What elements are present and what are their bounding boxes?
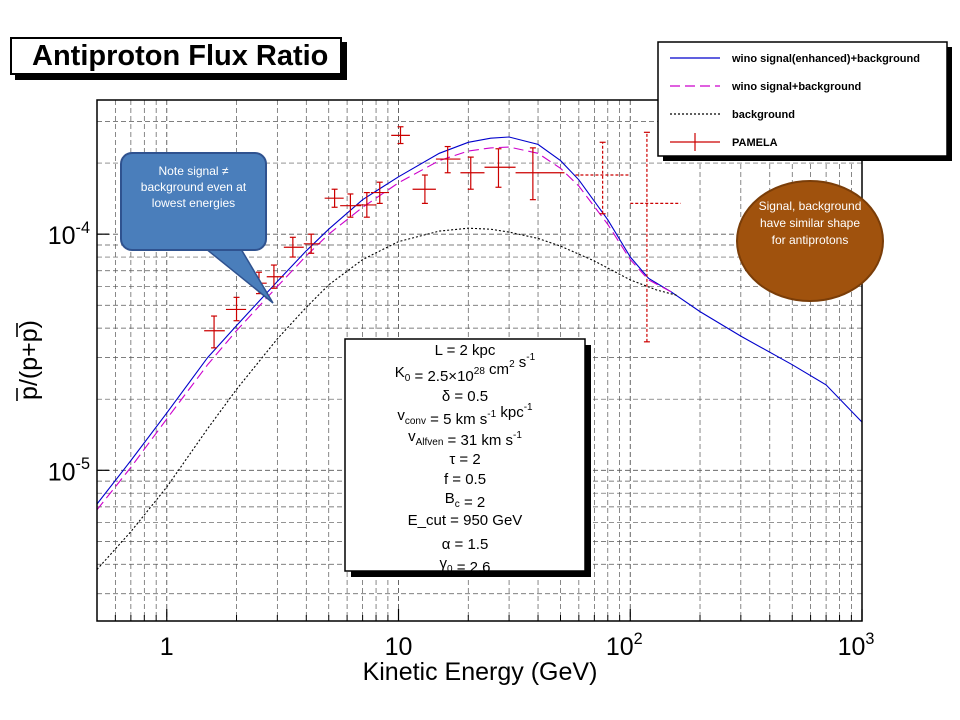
- y-axis-label: p/(p+p): [15, 320, 43, 400]
- legend-item: wino signal+background: [670, 81, 861, 93]
- series-line-signal-enhanced: [96, 136, 863, 505]
- note-callout-text: Note signal ≠ background even at lowest …: [140, 164, 247, 210]
- shape-callout-text: Signal, background have similar shape fo…: [758, 199, 862, 247]
- legend-frame: [657, 41, 948, 157]
- legend-label: wino signal+background: [731, 81, 861, 93]
- pamela-point: [283, 236, 304, 258]
- pamela-point: [303, 233, 321, 254]
- legend-label: background: [732, 109, 795, 121]
- shape-callout: Signal, background have similar shape fo…: [736, 180, 884, 302]
- pamela-point: [356, 191, 377, 218]
- pamela-point: [575, 141, 631, 215]
- x-axis-label: Kinetic Energy (GeV): [363, 658, 598, 686]
- pamela-point: [370, 181, 390, 204]
- title-box: Antiproton Flux Ratio: [10, 37, 342, 75]
- chart-curves: [96, 136, 863, 570]
- parameter-box-frame: [344, 338, 586, 572]
- parameter-line: L = 2 kpc: [435, 342, 496, 359]
- pamela-point: [435, 145, 461, 174]
- pamela-point: [412, 174, 436, 204]
- pamela-point: [460, 156, 485, 190]
- parameter-line: τ = 2: [449, 451, 480, 468]
- y-tick-label: 10-4: [48, 219, 90, 250]
- note-callout: Note signal ≠ background even at lowest …: [120, 152, 267, 251]
- pamela-point: [515, 147, 565, 201]
- y-tick-label: 10-5: [48, 455, 90, 486]
- axis-ticks: 1 10 102 103 10-5 10-4: [48, 219, 875, 661]
- parameter-line: K0 = 2.5×1028 cm2 s-1: [395, 352, 536, 385]
- parameter-line: f = 0.5: [444, 471, 486, 488]
- plot-frame: [96, 99, 863, 622]
- parameter-line: α = 1.5: [442, 536, 489, 553]
- legend-label: wino signal(enhanced)+background: [731, 53, 920, 65]
- legend-item: background: [670, 109, 795, 121]
- parameter-line: Bc = 2: [445, 490, 485, 511]
- legend: wino signal(enhanced)+background wino sig…: [657, 41, 952, 161]
- pamela-point: [340, 193, 362, 218]
- chart-title: Antiproton Flux Ratio: [32, 40, 329, 72]
- pamela-point: [391, 126, 410, 145]
- pamela-point: [204, 315, 225, 349]
- pamela-data: [204, 126, 681, 349]
- x-tick-label: 103: [838, 630, 875, 661]
- parameter-line: vconv = 5 km s-1 kpc-1: [397, 402, 533, 428]
- series-line-signal: [96, 146, 672, 511]
- pamela-point: [484, 148, 516, 188]
- x-tick-label: 1: [160, 633, 174, 661]
- pamela-point: [266, 264, 284, 289]
- pamela-point: [324, 188, 344, 208]
- legend-item: wino signal(enhanced)+background: [670, 53, 920, 65]
- y-axis-label-group: p/(p+p): [15, 320, 43, 401]
- pamela-point: [225, 296, 247, 322]
- parameter-line: E_cut = 950 GeV: [408, 512, 523, 529]
- x-tick-label: 10: [385, 633, 413, 661]
- legend-item: PAMELA: [670, 133, 778, 151]
- legend-label: PAMELA: [732, 137, 778, 149]
- pamela-point: [630, 131, 681, 343]
- parameter-line: vAlfven = 31 km s-1: [408, 428, 522, 449]
- parameter-line: γ0 = 2.6: [439, 555, 490, 576]
- x-tick-label: 102: [606, 630, 643, 661]
- parameter-line: δ = 0.5: [442, 388, 488, 405]
